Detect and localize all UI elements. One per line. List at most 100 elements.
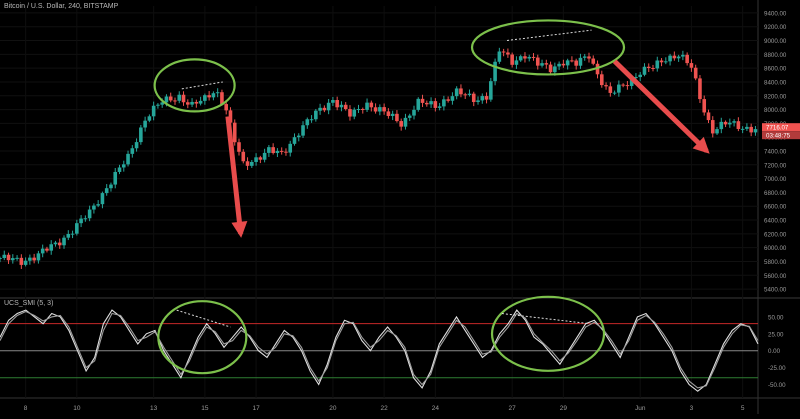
candle-body xyxy=(305,119,310,126)
candle-body xyxy=(75,223,79,234)
candle-body xyxy=(646,66,651,68)
candle-body xyxy=(676,56,681,59)
candle-body xyxy=(608,86,613,93)
candle-body xyxy=(685,54,689,64)
candle-body xyxy=(360,109,365,111)
candle-body xyxy=(275,150,280,154)
candle-body xyxy=(207,95,211,98)
candle-body xyxy=(254,157,258,162)
candle-body xyxy=(45,248,49,251)
candle-body xyxy=(23,260,28,265)
price-tick-label: 9200.00 xyxy=(764,24,787,31)
candle-body xyxy=(740,128,745,130)
candle-body xyxy=(442,99,446,107)
indicator-tick-label: 0.00 xyxy=(768,348,781,355)
price-tick-label: 8600.00 xyxy=(764,66,787,73)
candle-body xyxy=(715,129,719,134)
countdown-label: 03:48:75 xyxy=(766,133,791,140)
candle-body xyxy=(83,218,88,220)
candle-body xyxy=(412,109,416,116)
time-tick-label: 22 xyxy=(381,405,389,412)
candle-body xyxy=(527,56,532,59)
price-circle-2 xyxy=(470,19,626,76)
candle-body xyxy=(181,94,186,103)
candle-body xyxy=(497,51,502,62)
candle-body xyxy=(702,99,707,113)
indicator-tick-label: -25.00 xyxy=(768,365,786,372)
price-tick-label: 6200.00 xyxy=(764,231,787,238)
candle-body xyxy=(139,127,143,143)
candle-body xyxy=(510,54,514,65)
price-tick-label: 5600.00 xyxy=(764,273,787,280)
candle-body xyxy=(130,148,135,154)
candle-body xyxy=(689,63,694,68)
candle-body xyxy=(514,60,519,65)
candle-body xyxy=(15,257,19,259)
candle-body xyxy=(215,92,220,94)
candle-body xyxy=(570,60,574,62)
candle-body xyxy=(151,105,156,117)
candle-body xyxy=(365,102,369,110)
candle-body xyxy=(506,52,510,55)
candle-body xyxy=(459,88,463,95)
candle-body xyxy=(292,137,297,144)
candle-body xyxy=(0,258,2,260)
candle-body xyxy=(599,74,604,86)
candle-body xyxy=(143,120,147,128)
indicator-dotted-line-1 xyxy=(176,309,231,328)
candle-body xyxy=(651,67,655,69)
candle-body xyxy=(523,56,527,59)
candle-body xyxy=(57,242,62,246)
time-tick-label: 10 xyxy=(73,405,81,412)
candle-body xyxy=(638,74,643,78)
time-tick-label: 15 xyxy=(201,405,209,412)
candle-body xyxy=(36,253,41,261)
price-tick-label: 7400.00 xyxy=(764,149,787,156)
chart-title: Bitcoin / U.S. Dollar, 240, BITSTAMP xyxy=(4,3,119,10)
candle-body xyxy=(617,84,621,93)
candle-body xyxy=(92,205,96,210)
candle-body xyxy=(574,60,578,66)
price-tick-label: 6600.00 xyxy=(764,204,787,211)
candle-body xyxy=(382,107,386,112)
arrow-shaft xyxy=(225,116,244,235)
candle-body xyxy=(369,102,374,108)
candle-body xyxy=(100,193,105,205)
candle-body xyxy=(655,60,660,69)
candle-body xyxy=(331,100,335,103)
candle-body xyxy=(220,92,224,105)
candle-body xyxy=(553,66,557,73)
candle-body xyxy=(262,152,267,160)
candle-body xyxy=(160,102,164,105)
time-tick-label: 24 xyxy=(432,405,440,412)
candle-body xyxy=(578,57,583,66)
candle-body xyxy=(185,102,190,105)
candle-body xyxy=(318,107,322,111)
price-tick-label: 7000.00 xyxy=(764,176,787,183)
candle-body xyxy=(203,95,207,101)
time-tick-label: 5 xyxy=(741,405,745,412)
candle-body xyxy=(156,104,160,106)
candle-body xyxy=(284,151,288,153)
candle-body xyxy=(548,64,553,73)
candle-body xyxy=(326,102,331,111)
candle-body xyxy=(104,188,109,194)
candle-body xyxy=(194,101,199,104)
candle-body xyxy=(493,61,497,82)
candle-body xyxy=(70,233,75,235)
candle-body xyxy=(463,94,468,96)
candle-body xyxy=(343,104,348,110)
candle-body xyxy=(177,94,182,101)
indicator-circle-2 xyxy=(490,295,606,372)
candle-body xyxy=(301,125,305,136)
candle-body xyxy=(164,96,169,103)
candle-body xyxy=(19,257,24,265)
candle-body xyxy=(745,126,749,129)
candle-body xyxy=(518,56,523,61)
candle-body xyxy=(531,56,536,58)
candle-body xyxy=(416,98,421,110)
candle-body xyxy=(49,244,54,251)
time-tick-label: Jun xyxy=(635,405,646,412)
candle-body xyxy=(681,54,685,57)
